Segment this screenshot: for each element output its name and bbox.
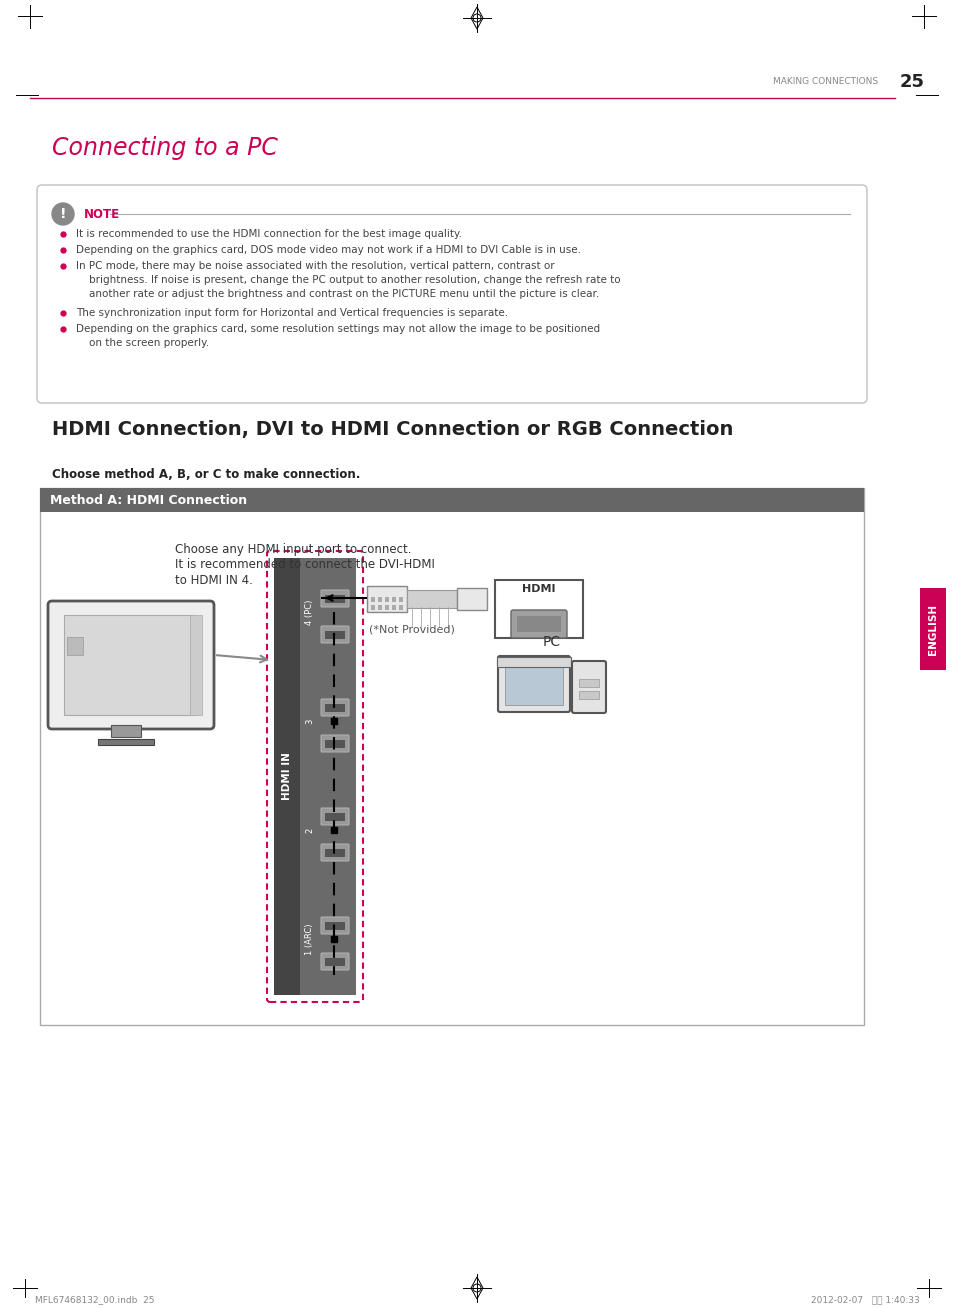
Text: It is recommended to use the HDMI connection for the best image quality.: It is recommended to use the HDMI connec… [76, 229, 461, 239]
Text: Choose any HDMI input port to connect.: Choose any HDMI input port to connect. [174, 544, 411, 556]
Bar [325, 814, 345, 821]
Text: another rate or adjust the brightness and contrast on the PICTURE menu until the: another rate or adjust the brightness an… [76, 289, 598, 300]
Text: !: ! [60, 207, 66, 221]
Bar [385, 596, 389, 602]
FancyBboxPatch shape [48, 600, 213, 729]
Bar [398, 606, 402, 610]
Text: to HDMI IN 4.: to HDMI IN 4. [174, 573, 253, 586]
FancyBboxPatch shape [320, 844, 349, 861]
Bar [919, 589, 945, 670]
Bar [367, 586, 407, 612]
Text: NOTE: NOTE [84, 208, 120, 221]
Text: Method A: HDMI Connection: Method A: HDMI Connection [50, 493, 247, 506]
Bar [392, 606, 395, 610]
Bar [325, 957, 345, 967]
FancyBboxPatch shape [320, 735, 349, 752]
Bar [385, 606, 389, 610]
FancyBboxPatch shape [320, 698, 349, 715]
Bar [495, 579, 582, 638]
Bar [325, 849, 345, 857]
Bar [504, 664, 562, 705]
Text: HDMI IN: HDMI IN [282, 752, 292, 800]
Bar [456, 589, 486, 610]
Bar [67, 637, 83, 655]
Bar [325, 630, 345, 640]
FancyBboxPatch shape [320, 627, 349, 644]
FancyBboxPatch shape [320, 590, 349, 607]
Bar [190, 615, 202, 715]
Text: (*Not Provided): (*Not Provided) [369, 625, 455, 634]
Text: 4 (PC): 4 (PC) [305, 599, 314, 625]
Bar [325, 704, 345, 712]
FancyBboxPatch shape [572, 661, 605, 713]
Text: brightness. If noise is present, change the PC output to another resolution, cha: brightness. If noise is present, change … [76, 275, 620, 285]
FancyBboxPatch shape [320, 808, 349, 825]
Bar [578, 679, 598, 687]
Bar [325, 740, 345, 748]
Bar [274, 559, 299, 995]
FancyBboxPatch shape [320, 917, 349, 934]
Text: The synchronization input form for Horizontal and Vertical frequencies is separa: The synchronization input form for Horiz… [76, 307, 508, 318]
FancyBboxPatch shape [37, 184, 866, 403]
Bar [40, 488, 863, 1025]
FancyBboxPatch shape [511, 610, 566, 638]
Bar [325, 595, 345, 603]
Text: Choose method A, B, or C to make connection.: Choose method A, B, or C to make connect… [52, 467, 360, 480]
Text: Depending on the graphics card, DOS mode video may not work if a HDMI to DVI Cab: Depending on the graphics card, DOS mode… [76, 245, 580, 255]
Bar [64, 615, 193, 715]
Bar [578, 691, 598, 698]
Text: HDMI Connection, DVI to HDMI Connection or RGB Connection: HDMI Connection, DVI to HDMI Connection … [52, 420, 733, 439]
Text: In PC mode, there may be noise associated with the resolution, vertical pattern,: In PC mode, there may be noise associate… [76, 262, 554, 271]
Bar [377, 606, 381, 610]
Text: Connecting to a PC: Connecting to a PC [52, 136, 277, 160]
Circle shape [52, 203, 74, 225]
Text: on the screen properly.: on the screen properly. [76, 337, 209, 348]
Text: 25: 25 [899, 73, 924, 92]
Bar [371, 596, 375, 602]
Bar [517, 616, 560, 632]
Text: MFL67468132_00.indb  25: MFL67468132_00.indb 25 [35, 1295, 154, 1304]
Bar [392, 596, 395, 602]
Bar [371, 606, 375, 610]
Text: HDMI: HDMI [521, 583, 556, 594]
Text: It is recommended to connect the DVI-HDMI: It is recommended to connect the DVI-HDM… [174, 559, 435, 572]
Bar [325, 922, 345, 930]
Text: PC: PC [542, 634, 560, 649]
Bar [274, 559, 355, 995]
Text: 2012-02-07   儿单 1:40:33: 2012-02-07 儿单 1:40:33 [810, 1295, 919, 1304]
Text: MAKING CONNECTIONS: MAKING CONNECTIONS [772, 77, 877, 86]
Bar [497, 657, 571, 667]
Bar [398, 596, 402, 602]
Bar [98, 739, 153, 746]
Text: Depending on the graphics card, some resolution settings may not allow the image: Depending on the graphics card, some res… [76, 324, 599, 334]
Bar [377, 596, 381, 602]
Bar [407, 590, 456, 608]
FancyBboxPatch shape [320, 954, 349, 971]
Text: 2: 2 [305, 828, 314, 833]
Text: ENGLISH: ENGLISH [927, 603, 937, 654]
FancyBboxPatch shape [497, 657, 569, 712]
Text: 1 (ARC): 1 (ARC) [305, 923, 314, 955]
Bar [40, 488, 863, 511]
Text: 3: 3 [305, 718, 314, 723]
Bar [111, 725, 141, 736]
